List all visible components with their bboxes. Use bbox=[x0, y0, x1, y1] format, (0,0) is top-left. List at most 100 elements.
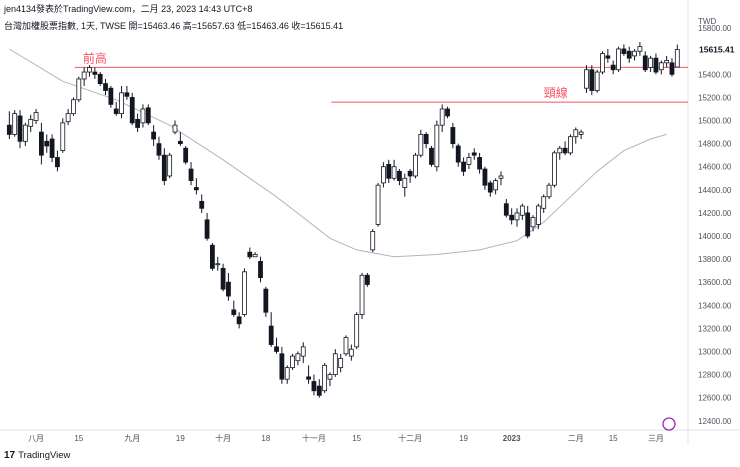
candle-body bbox=[402, 177, 408, 188]
candle-body bbox=[573, 129, 579, 138]
candle-body bbox=[71, 99, 76, 115]
candle-body bbox=[381, 166, 386, 184]
candle-body bbox=[6, 124, 12, 135]
candle-body bbox=[60, 122, 66, 151]
candle-body bbox=[103, 83, 108, 91]
candle-body bbox=[413, 154, 418, 177]
candle-body bbox=[354, 314, 360, 348]
y-tick-label: 13600.00 bbox=[698, 278, 732, 287]
candle-body bbox=[338, 358, 344, 369]
x-tick-label: 三月 bbox=[648, 434, 664, 443]
candle-body bbox=[284, 367, 290, 380]
candle-body bbox=[306, 376, 311, 380]
candle-body bbox=[49, 138, 55, 158]
y-tick-label: 12400.00 bbox=[698, 417, 732, 426]
candle-body bbox=[434, 124, 440, 168]
candle-body bbox=[81, 71, 87, 80]
candle-body bbox=[482, 168, 488, 186]
candle-body bbox=[370, 230, 376, 251]
x-tick-label: 15 bbox=[352, 434, 361, 443]
candle-body bbox=[439, 108, 445, 126]
candle-body bbox=[477, 157, 482, 170]
candle-body bbox=[124, 92, 130, 97]
candle-body bbox=[348, 348, 354, 357]
x-tick-label: 2023 bbox=[503, 434, 521, 443]
candle-body bbox=[113, 108, 119, 115]
candle-body bbox=[97, 73, 103, 84]
candle-body bbox=[215, 263, 221, 266]
y-tick-label: 13000.00 bbox=[698, 347, 732, 356]
candle-body bbox=[12, 113, 18, 135]
candle-body bbox=[605, 55, 611, 59]
candle-body bbox=[557, 147, 563, 154]
y-tick-label: 12600.00 bbox=[698, 394, 732, 403]
y-tick-label: 14000.00 bbox=[698, 232, 732, 241]
candle-body bbox=[236, 316, 242, 325]
candle-body bbox=[258, 261, 263, 278]
candle-body bbox=[455, 145, 461, 163]
candle-body bbox=[140, 108, 146, 124]
moving-average-line bbox=[9, 48, 667, 258]
x-tick-label: 十一月 bbox=[302, 433, 326, 443]
candle-body bbox=[471, 152, 477, 156]
candle-body bbox=[172, 124, 178, 133]
candle-body bbox=[466, 157, 472, 165]
y-tick-label: 14200.00 bbox=[698, 209, 732, 218]
candle-body bbox=[578, 131, 584, 135]
candle-body bbox=[226, 281, 231, 297]
candle-body bbox=[65, 113, 71, 123]
candle-body bbox=[17, 115, 23, 142]
candle-body bbox=[55, 157, 60, 168]
candle-body bbox=[268, 325, 274, 345]
candle-body bbox=[28, 118, 34, 127]
candle-body bbox=[487, 182, 493, 193]
candle-body bbox=[493, 180, 499, 191]
candle-body bbox=[44, 140, 50, 147]
candle-body bbox=[343, 337, 349, 355]
y-tick-label: 15400.00 bbox=[698, 70, 732, 79]
candle-body bbox=[322, 364, 328, 392]
candle-body bbox=[188, 168, 194, 181]
y-tick-label: 15000.00 bbox=[698, 117, 732, 126]
currency-label: TWD bbox=[698, 17, 716, 26]
candle-body bbox=[450, 127, 456, 145]
candle-body bbox=[76, 78, 82, 101]
candle-body bbox=[461, 161, 466, 172]
candle-body bbox=[327, 374, 333, 380]
candle-body bbox=[664, 60, 670, 64]
x-tick-label: 19 bbox=[459, 434, 468, 443]
candle-body bbox=[386, 164, 392, 179]
candle-body bbox=[290, 355, 295, 369]
candle-body bbox=[626, 50, 632, 59]
candle-body bbox=[156, 143, 162, 156]
candle-body bbox=[145, 107, 151, 124]
alert-badge-icon bbox=[662, 417, 676, 431]
candle-body bbox=[199, 200, 205, 209]
candle-body bbox=[562, 147, 568, 154]
candle-body bbox=[332, 353, 338, 375]
candle-body bbox=[397, 170, 402, 181]
candle-body bbox=[247, 251, 253, 258]
candle-body bbox=[119, 92, 124, 115]
candle-body bbox=[616, 48, 621, 71]
candle-body bbox=[525, 212, 531, 237]
candle-body bbox=[242, 271, 247, 315]
x-tick-label: 15 bbox=[609, 434, 618, 443]
candle-body bbox=[503, 203, 509, 216]
candle-body bbox=[594, 71, 600, 91]
y-tick-label: 14800.00 bbox=[698, 140, 732, 149]
candle-body bbox=[300, 346, 306, 357]
candle-body bbox=[92, 71, 98, 75]
candle-body bbox=[87, 67, 92, 73]
candle-body bbox=[519, 205, 525, 216]
y-tick-label: 14400.00 bbox=[698, 186, 732, 195]
candle-body bbox=[183, 147, 189, 163]
candle-body bbox=[129, 97, 135, 124]
candle-body bbox=[642, 55, 648, 71]
candle-body bbox=[161, 154, 167, 181]
candle-body bbox=[552, 152, 557, 186]
x-tick-label: 19 bbox=[176, 434, 185, 443]
x-tick-label: 九月 bbox=[124, 434, 140, 443]
candle-body bbox=[220, 267, 226, 290]
